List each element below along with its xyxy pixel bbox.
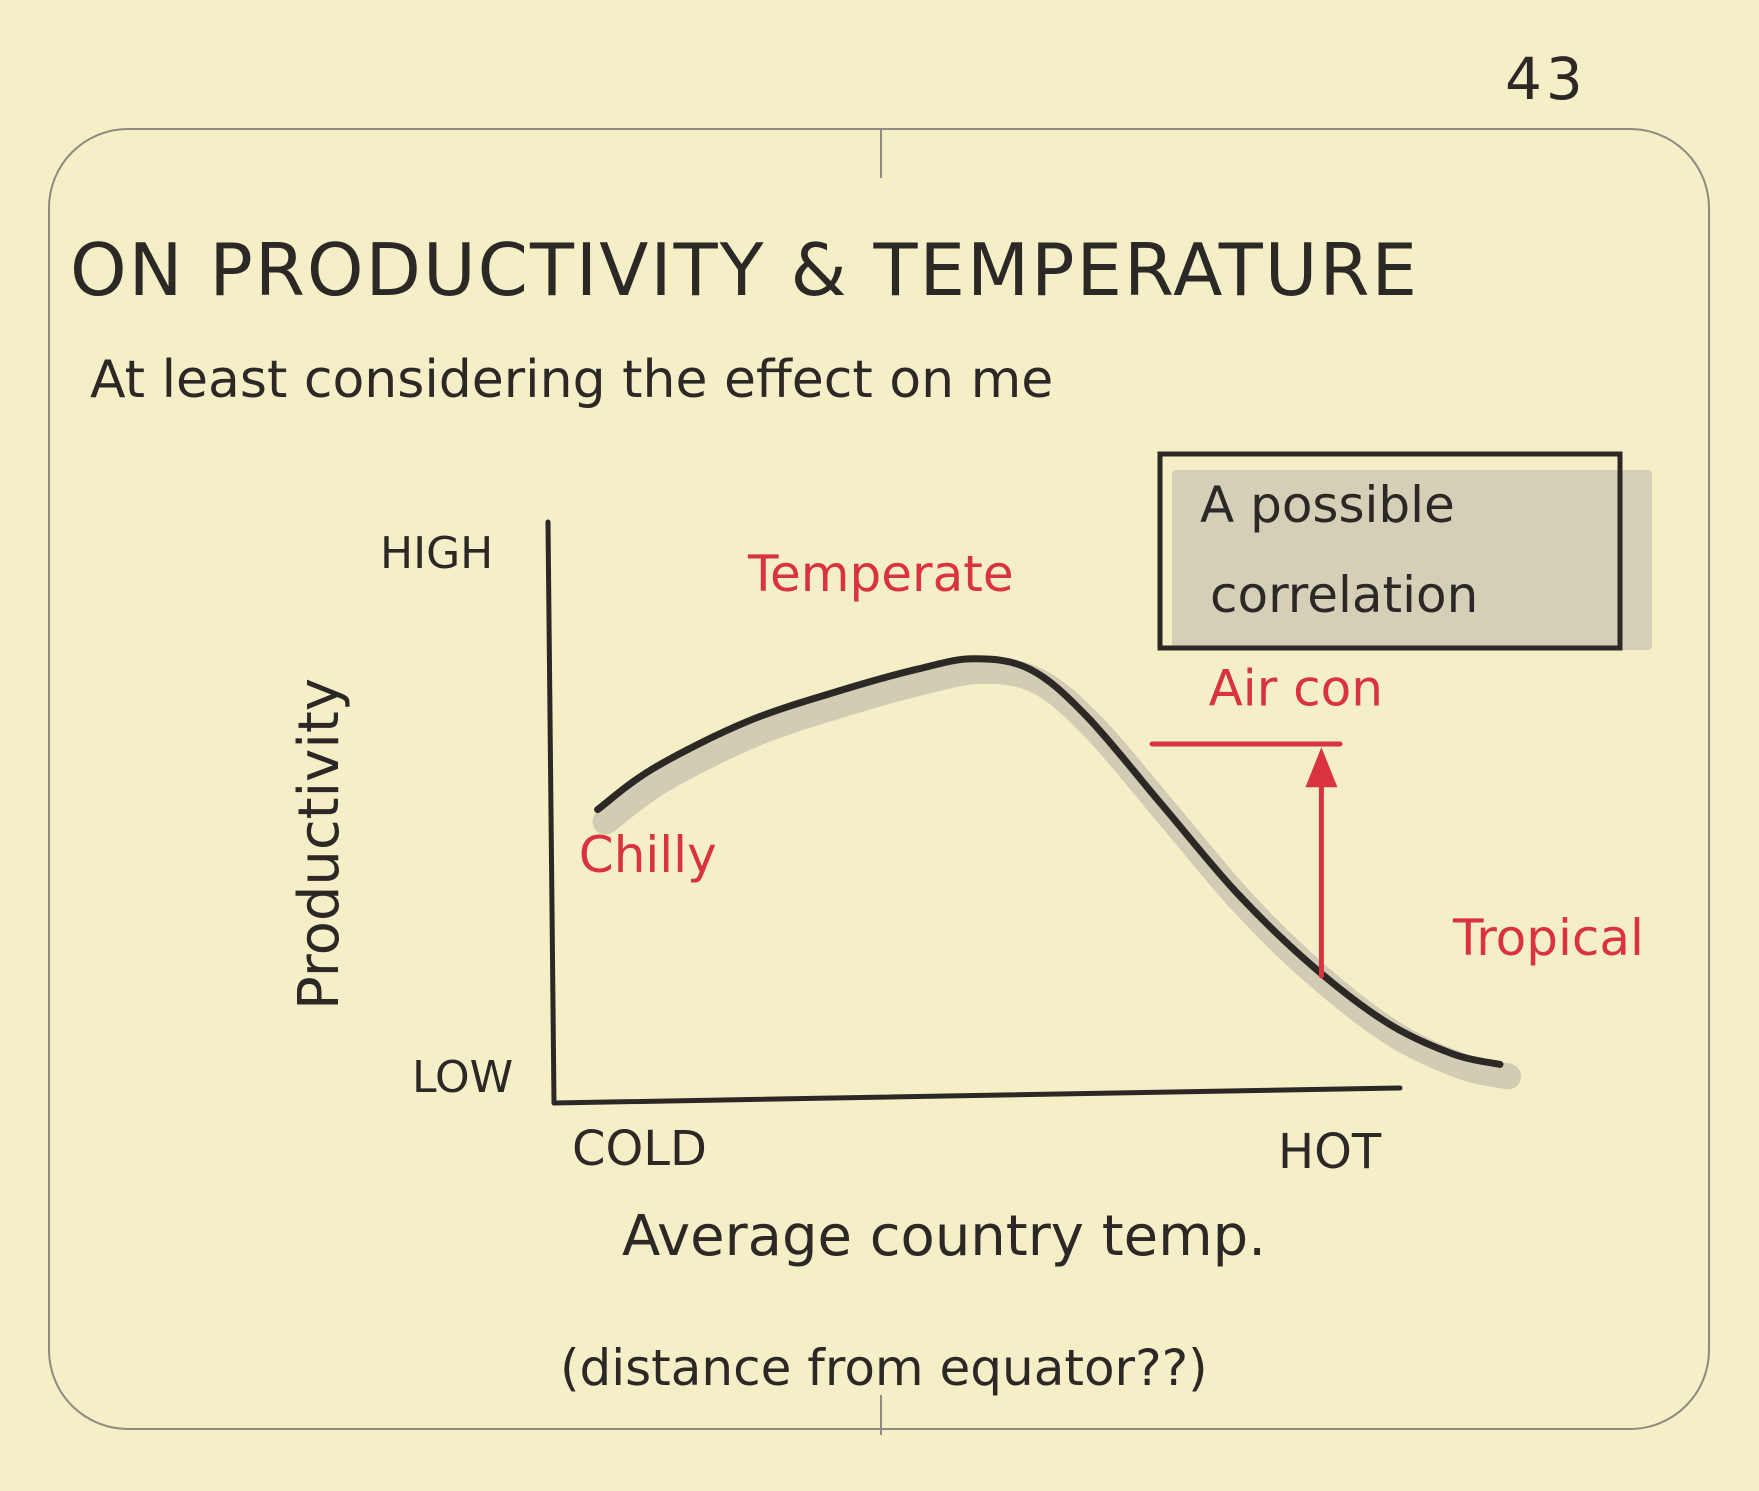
page-title: ON PRODUCTIVITY & TEMPERATURE — [70, 228, 1420, 312]
x-axis-line — [551, 1085, 1403, 1106]
x-tick-hot: HOT — [1278, 1124, 1382, 1180]
y-tick-low: LOW — [412, 1052, 513, 1103]
y-axis-title: Productivity — [287, 678, 352, 1010]
card-border — [48, 128, 1710, 1430]
callout-line-1: A possible — [1200, 476, 1455, 534]
y-axis-line — [545, 519, 557, 1106]
x-tick-cold: COLD — [572, 1121, 707, 1177]
callout-box — [1157, 451, 1623, 651]
x-axis-note: (distance from equator??) — [560, 1339, 1208, 1397]
fold-mark-top — [880, 128, 882, 178]
page-subtitle: At least considering the effect on me — [90, 350, 1054, 410]
fold-mark-bottom — [880, 1395, 882, 1435]
productivity-curve — [594, 655, 1504, 1068]
annotation-tropical: Tropical — [1452, 909, 1644, 967]
annotation-chilly: Chilly — [579, 826, 717, 884]
y-tick-high: HIGH — [380, 528, 493, 579]
page-number: 43 — [1505, 45, 1587, 113]
annotation-temperate: Temperate — [747, 545, 1014, 603]
x-axis-title: Average country temp. — [622, 1204, 1266, 1269]
annotation-air-con: Air con — [1209, 660, 1383, 718]
callout-line-2: correlation — [1210, 566, 1478, 624]
callout-shadow — [1172, 470, 1652, 650]
aircon-arrow-head — [1305, 747, 1338, 788]
